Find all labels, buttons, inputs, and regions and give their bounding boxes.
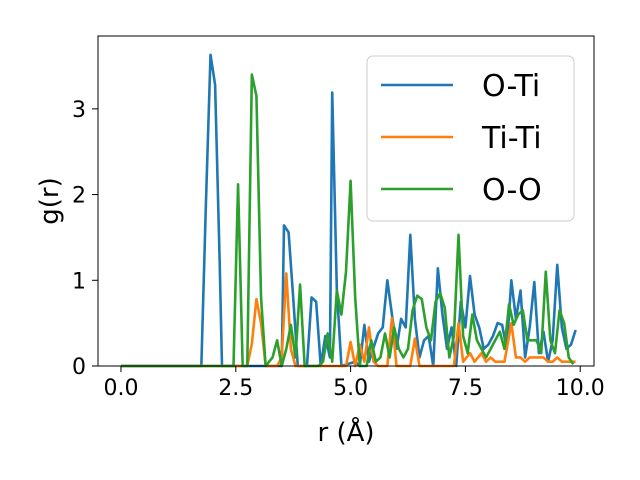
legend-label-ti-ti: Ti-Ti	[481, 121, 542, 156]
legend-box	[366, 55, 575, 222]
y-tick-label: 2	[72, 184, 86, 209]
y-tick-label: 3	[72, 98, 86, 123]
x-tick-label: 7.5	[448, 376, 483, 401]
x-tick-label: 2.5	[218, 376, 253, 401]
x-tick-label: 0.0	[103, 376, 138, 401]
x-axis-ticks: 0.0 2.5 5.0 7.5 10.0	[103, 366, 605, 401]
y-tick-label: 0	[72, 355, 86, 380]
legend: O-Ti Ti-Ti O-O	[366, 55, 575, 222]
y-axis-label: g(r)	[35, 177, 65, 224]
legend-label-o-ti: O-Ti	[482, 69, 540, 104]
y-tick-label: 1	[72, 269, 86, 294]
x-axis-label: r (Å)	[317, 416, 374, 448]
axes-frame	[97, 35, 595, 367]
x-tick-label: 10.0	[556, 376, 605, 401]
y-axis-ticks: 0 1 2 3	[72, 98, 98, 380]
x-tick-label: 5.0	[333, 376, 368, 401]
legend-label-o-o: O-O	[482, 173, 542, 208]
series-line-o-o	[120, 73, 575, 368]
